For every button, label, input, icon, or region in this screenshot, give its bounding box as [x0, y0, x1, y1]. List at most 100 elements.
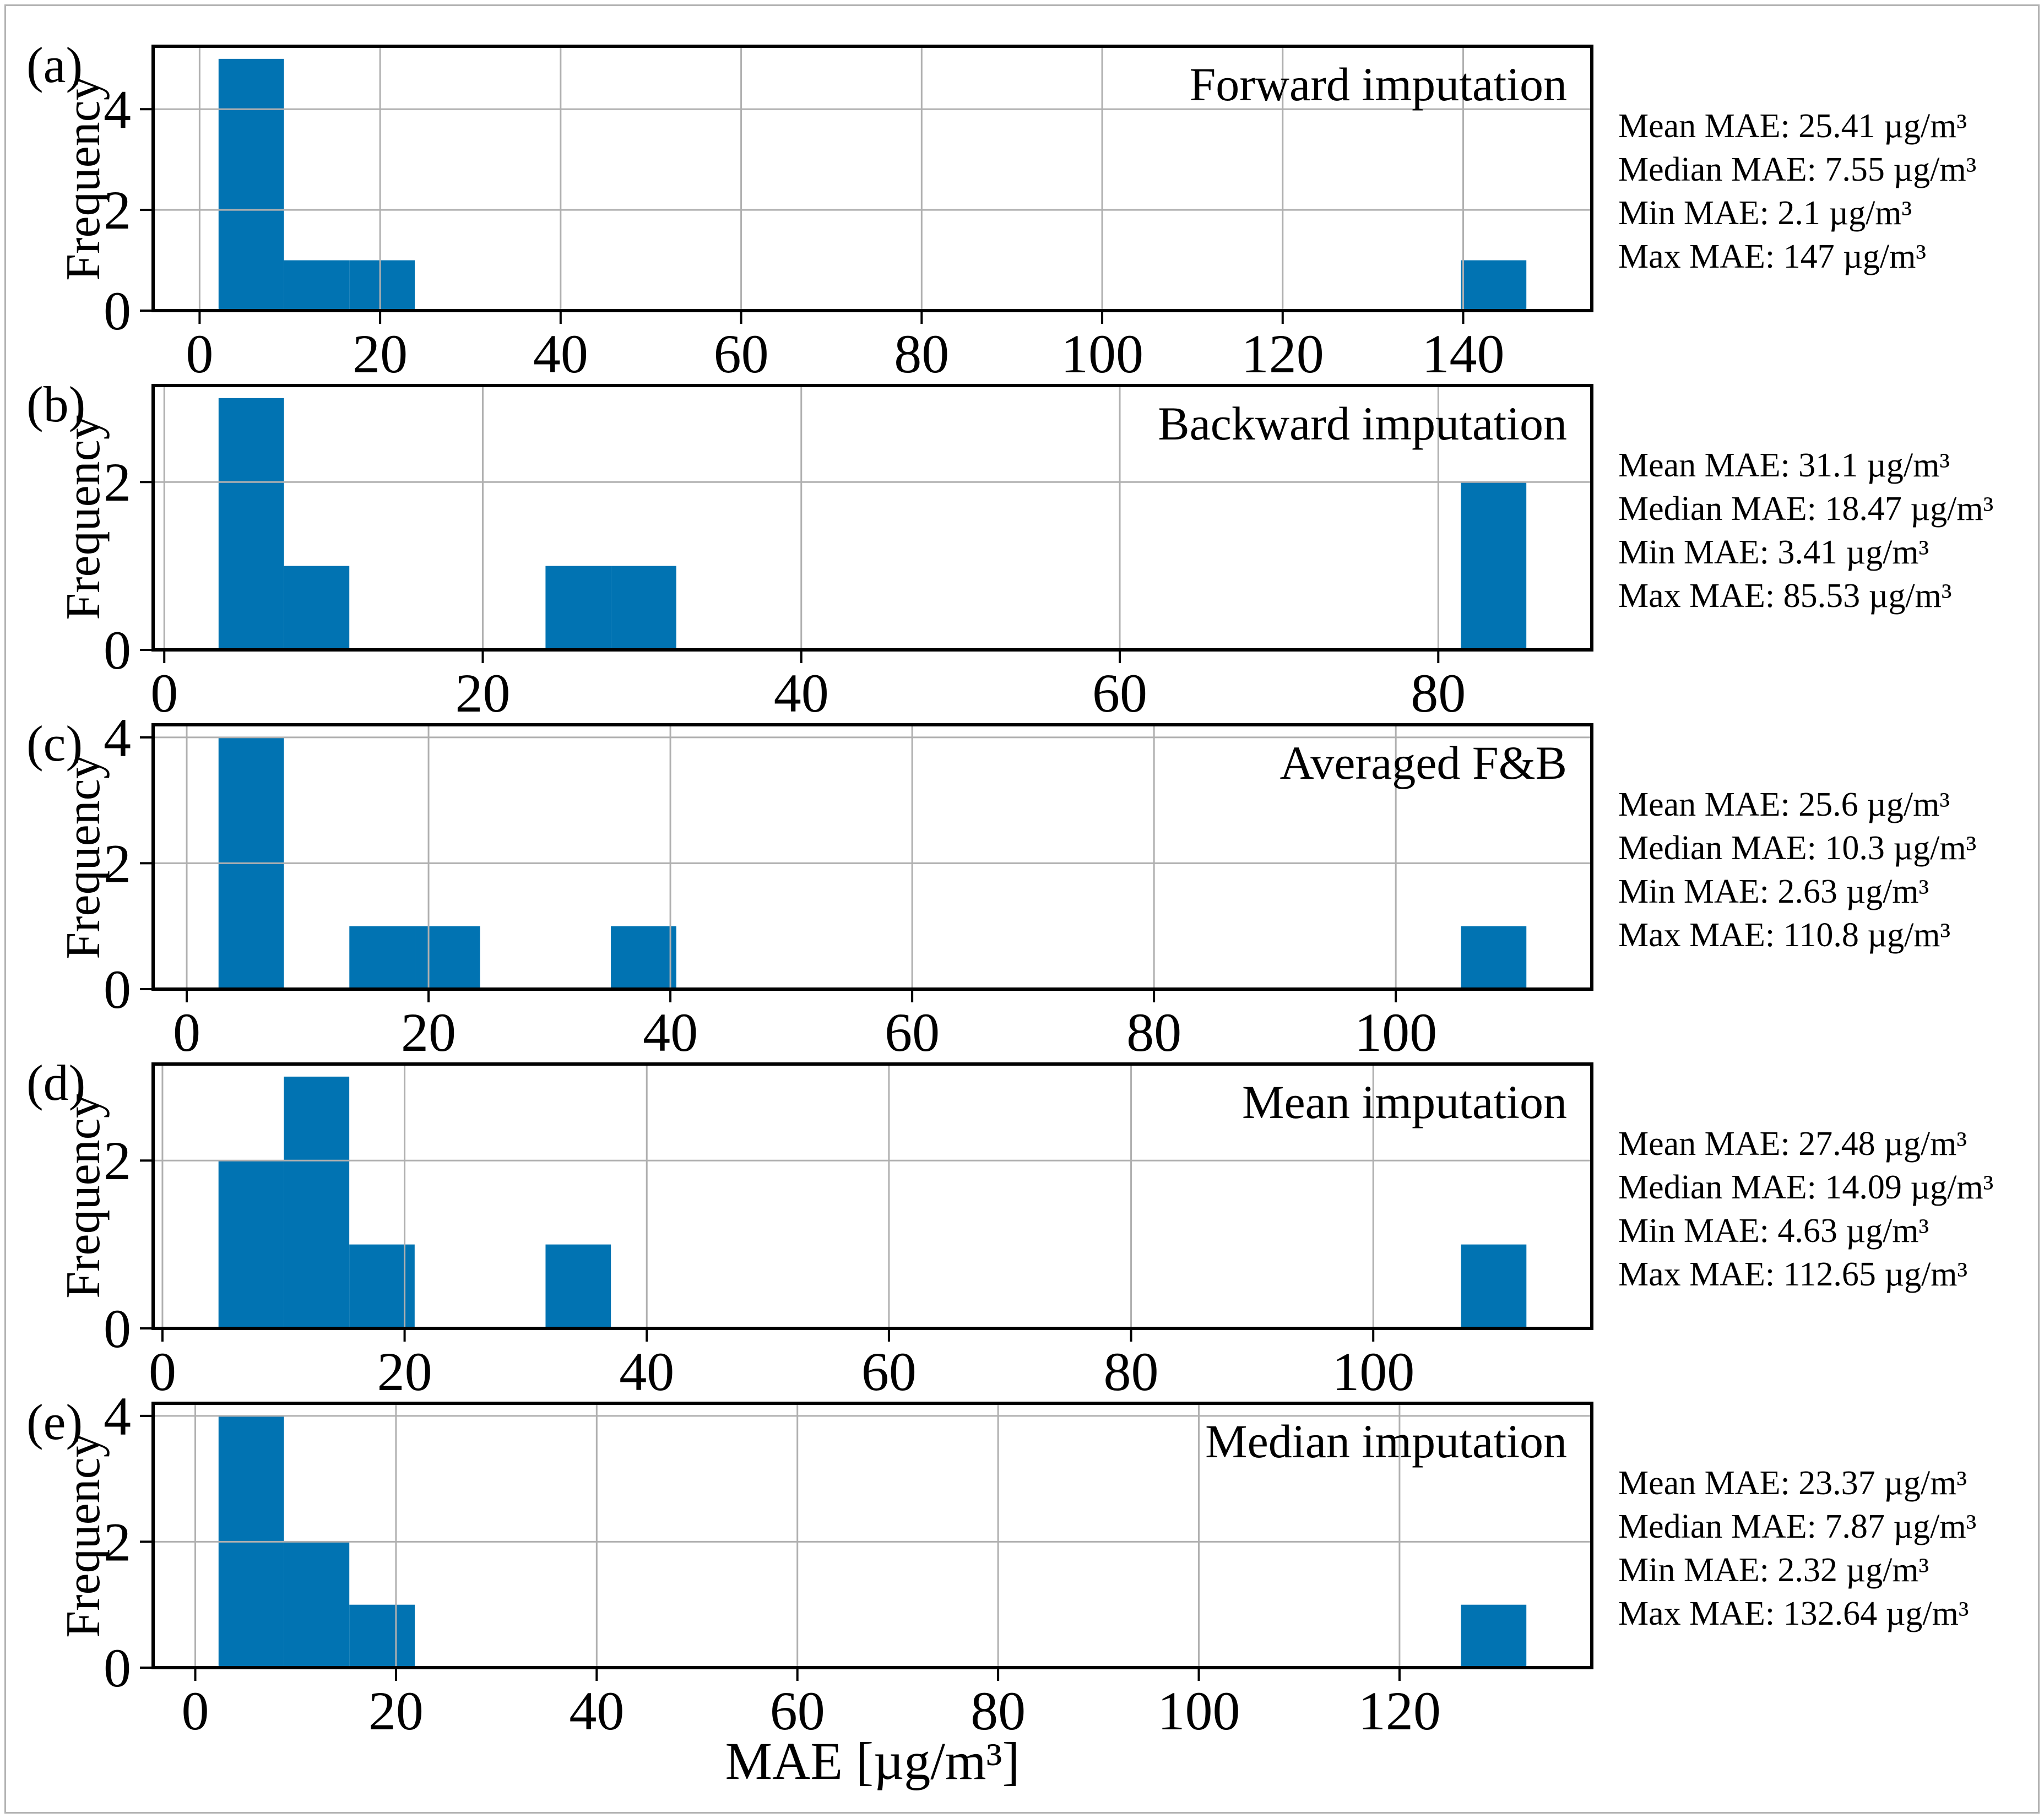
x-tick-label: 0 [186, 323, 213, 384]
axes-spines [151, 1402, 1593, 1669]
panel-title-c: Averaged F&B [1280, 736, 1567, 789]
panel-title-b: Backward imputation [1158, 397, 1567, 450]
histogram-plot-b: 0 20 40 60 80 0 2 Backward imputation [104, 384, 1593, 724]
x-tick-label: 20 [377, 1341, 432, 1402]
x-tick-label: 40 [643, 1002, 698, 1063]
axes-spines [151, 384, 1593, 652]
histogram-bar [611, 566, 676, 650]
x-tick-label: 100 [1158, 1680, 1240, 1741]
x-tick-label: 0 [173, 1002, 200, 1063]
stats-block-d: Mean MAE: 27.48 µg/m³ Median MAE: 14.09 µ… [1618, 1122, 1993, 1296]
panel-title-d: Mean imputation [1242, 1076, 1567, 1128]
histogram-bar [349, 1244, 415, 1328]
histogram-bar [1461, 260, 1527, 311]
x-tick-label: 60 [770, 1680, 825, 1741]
x-tick-label: 20 [455, 663, 510, 724]
histogram-bar [284, 1542, 350, 1668]
y-axis-label-d: Frequency [57, 1094, 110, 1299]
histogram-bar [1461, 482, 1527, 650]
x-tick-label: 100 [1354, 1002, 1437, 1063]
histogram-bar [545, 1244, 611, 1328]
stat-min: Min MAE: 2.32 µg/m³ [1618, 1551, 1929, 1589]
stat-min: Min MAE: 2.1 µg/m³ [1618, 194, 1912, 232]
panel-label-d: (d) [26, 1055, 86, 1111]
y-tick-label: 2 [104, 452, 131, 513]
histogram-bar [349, 926, 415, 989]
x-tick-label: 20 [353, 323, 408, 384]
histogram-plot-c: 0 20 40 60 80 100 0 2 4 Averaged F&B [104, 707, 1593, 1063]
x-tick-label: 40 [619, 1341, 674, 1402]
x-tick-label: 100 [1061, 323, 1143, 384]
x-tick-label: 60 [714, 323, 769, 384]
stats-block-e: Mean MAE: 23.37 µg/m³ Median MAE: 7.87 µg… [1618, 1462, 1976, 1636]
x-tick-label: 80 [1104, 1341, 1159, 1402]
y-tick-label: 4 [104, 707, 131, 768]
y-tick-label: 2 [104, 1130, 131, 1191]
stat-min: Min MAE: 2.63 µg/m³ [1618, 873, 1929, 910]
histogram-plot-e: 0 20 40 60 80 100 120 0 2 4 Median imputation [104, 1386, 1593, 1741]
stat-mean: Mean MAE: 25.41 µg/m³ [1618, 107, 1967, 145]
stat-min: Min MAE: 4.63 µg/m³ [1618, 1212, 1929, 1250]
y-axis-label-c: Frequency [57, 755, 110, 959]
stat-max: Max MAE: 85.53 µg/m³ [1618, 577, 1952, 615]
y-tick-label: 4 [104, 1386, 131, 1447]
x-tick-label: 60 [885, 1002, 940, 1063]
stat-max: Max MAE: 112.65 µg/m³ [1618, 1256, 1968, 1293]
histogram-bar [284, 1076, 350, 1328]
histogram-bar [415, 926, 480, 989]
stat-min: Min MAE: 3.41 µg/m³ [1618, 534, 1929, 571]
y-axis-label-e: Frequency [57, 1433, 110, 1638]
y-tick-label: 4 [104, 79, 131, 140]
stat-max: Max MAE: 132.64 µg/m³ [1618, 1595, 1969, 1632]
y-tick-label: 2 [104, 1511, 131, 1572]
stat-mean: Mean MAE: 31.1 µg/m³ [1618, 447, 1950, 484]
y-axis-label-a: Frequency [57, 76, 110, 281]
histogram-bar [218, 398, 284, 650]
x-tick-label: 60 [1092, 663, 1147, 724]
stat-median: Median MAE: 18.47 µg/m³ [1618, 490, 1994, 528]
panel-title-a: Forward imputation [1189, 58, 1567, 111]
y-tick-label: 0 [104, 959, 131, 1020]
stats-block-b: Mean MAE: 31.1 µg/m³ Median MAE: 18.47 µg… [1618, 444, 1993, 618]
histogram-bar [1461, 1244, 1527, 1328]
x-tick-label: 40 [533, 323, 588, 384]
y-tick-label: 2 [104, 833, 131, 894]
histogram-bar [545, 566, 611, 650]
x-tick-label: 80 [971, 1680, 1026, 1741]
stats-block-a: Mean MAE: 25.41 µg/m³ Median MAE: 7.55 µg… [1618, 105, 1976, 279]
stat-median: Median MAE: 7.55 µg/m³ [1618, 151, 1977, 188]
histogram-bar [349, 1604, 415, 1668]
histogram-bar [611, 926, 676, 989]
y-axis-label-b: Frequency [57, 415, 110, 620]
x-tick-label: 140 [1422, 323, 1504, 384]
y-tick-label: 0 [104, 280, 131, 341]
x-tick-label: 60 [861, 1341, 917, 1402]
x-tick-label: 20 [368, 1680, 424, 1741]
x-tick-label: 80 [1126, 1002, 1181, 1063]
stat-max: Max MAE: 110.8 µg/m³ [1618, 916, 1951, 954]
histogram-bar [218, 1160, 284, 1328]
stat-median: Median MAE: 7.87 µg/m³ [1618, 1508, 1977, 1545]
histogram-plot-a: 0 20 40 60 80 100 120 140 0 2 4 Forward imputation [104, 45, 1593, 384]
panel-label-c: (c) [26, 715, 83, 772]
stat-mean: Mean MAE: 27.48 µg/m³ [1618, 1125, 1967, 1163]
y-tick-label: 0 [104, 1637, 131, 1698]
histogram-bar [1461, 1604, 1527, 1668]
x-axis-label: MAE [µg/m³] [725, 1732, 1020, 1790]
histogram-bar [284, 260, 350, 311]
x-tick-label: 120 [1241, 323, 1324, 384]
panel-title-e: Median imputation [1205, 1415, 1567, 1468]
stat-median: Median MAE: 14.09 µg/m³ [1618, 1169, 1994, 1206]
stat-median: Median MAE: 10.3 µg/m³ [1618, 829, 1977, 867]
histogram-bar [1461, 926, 1527, 989]
panel-label-a: (a) [26, 37, 83, 93]
x-tick-label: 40 [774, 663, 829, 724]
x-tick-label: 100 [1332, 1341, 1414, 1402]
x-tick-label: 120 [1358, 1680, 1441, 1741]
histogram-bar [349, 260, 415, 311]
y-tick-label: 2 [104, 180, 131, 241]
stat-mean: Mean MAE: 25.6 µg/m³ [1618, 786, 1950, 823]
stats-block-c: Mean MAE: 25.6 µg/m³ Median MAE: 10.3 µg/… [1618, 783, 1976, 957]
histogram-bar [218, 58, 284, 311]
x-tick-label: 80 [1411, 663, 1466, 724]
